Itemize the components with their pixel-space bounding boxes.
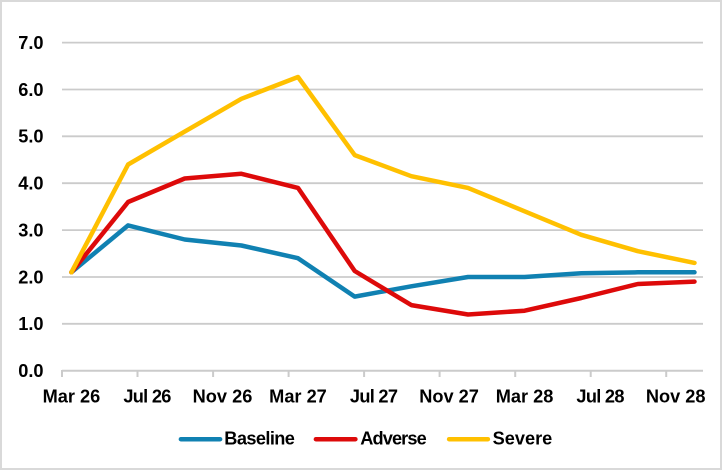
svg-text:Nov 26: Nov 26 [193, 386, 253, 406]
svg-text:Adverse: Adverse [360, 428, 426, 448]
svg-text:5.0: 5.0 [18, 127, 43, 147]
svg-text:Mar 26: Mar 26 [43, 386, 101, 406]
svg-text:4.0: 4.0 [18, 174, 43, 194]
svg-text:0.0: 0.0 [18, 361, 43, 381]
svg-text:Jul 26: Jul 26 [123, 386, 171, 406]
svg-text:2.0: 2.0 [18, 267, 43, 287]
svg-text:Jul 28: Jul 28 [576, 386, 624, 406]
svg-text:7.0: 7.0 [18, 33, 43, 53]
svg-text:Nov 28: Nov 28 [646, 386, 706, 406]
svg-text:Severe: Severe [493, 428, 553, 448]
svg-text:1.0: 1.0 [18, 314, 43, 334]
svg-text:Mar 27: Mar 27 [269, 386, 327, 406]
svg-text:Mar 28: Mar 28 [496, 386, 554, 406]
svg-text:Nov 27: Nov 27 [419, 386, 479, 406]
svg-text:3.0: 3.0 [18, 221, 43, 241]
svg-text:Baseline: Baseline [224, 428, 294, 448]
svg-text:6.0: 6.0 [18, 80, 43, 100]
svg-text:Jul 27: Jul 27 [350, 386, 398, 406]
